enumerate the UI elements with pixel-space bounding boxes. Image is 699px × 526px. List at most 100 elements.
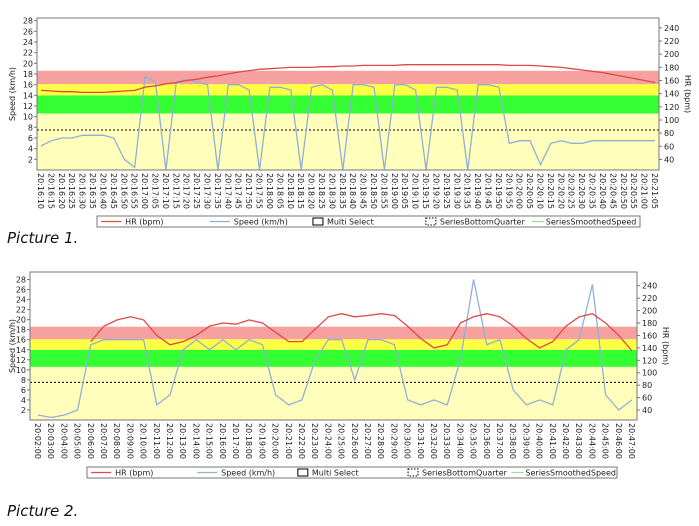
y-tick-label: 14 [16, 346, 26, 355]
y-tick-label: 8 [21, 376, 26, 385]
y-tick-label: 22 [23, 49, 33, 58]
x-tick-label: 20:20:00 [515, 173, 524, 209]
x-tick-label: 20:38:00 [508, 423, 517, 459]
x-tick-label: 20:20:20 [556, 173, 565, 209]
x-tick-label: 20:17:40 [223, 173, 232, 209]
y-tick-label: 8 [28, 123, 33, 132]
x-tick-label: 20:03:00 [46, 423, 55, 459]
x-tick-label: 20:36:00 [482, 423, 491, 459]
x-tick-label: 20:17:35 [213, 173, 222, 209]
caption: Picture 2. [7, 502, 78, 520]
x-tick-label: 20:23:00 [310, 423, 319, 459]
y2-axis-title: HR (bpm) [683, 75, 692, 113]
x-tick-label: 20:08:00 [112, 423, 121, 459]
x-tick-label: 20:10:00 [139, 423, 148, 459]
x-tick-label: 20:16:30 [78, 173, 87, 209]
y2-tick-label: 160 [642, 331, 657, 340]
x-tick-label: 20:18:40 [348, 173, 357, 209]
x-tick-label: 20:19:05 [400, 173, 409, 209]
x-tick-label: 20:09:00 [125, 423, 134, 459]
legend-swatch [425, 217, 437, 226]
zone-band [37, 84, 659, 96]
y2-tick-label: 80 [664, 129, 674, 138]
legend-box [96, 215, 641, 228]
x-tick-label: 20:44:00 [587, 423, 596, 459]
x-tick-label: 20:17:00 [231, 423, 240, 459]
x-tick-label: 20:37:00 [495, 423, 504, 459]
legend-swatch [312, 217, 324, 226]
x-tick-label: 20:20:15 [546, 173, 555, 209]
x-tick-label: 20:16:45 [109, 173, 118, 209]
x-tick-label: 20:16:20 [57, 173, 66, 209]
x-tick-label: 20:25:00 [337, 423, 346, 459]
y-tick-label: 4 [28, 145, 33, 154]
x-tick-label: 20:29:00 [389, 423, 398, 459]
y-tick-label: 12 [23, 102, 33, 111]
x-tick-label: 20:17:30 [203, 173, 212, 209]
x-tick-label: 20:41:00 [548, 423, 557, 459]
x-tick-label: 20:20:10 [536, 173, 545, 209]
y-tick-label: 26 [16, 286, 26, 295]
x-tick-label: 20:24:00 [323, 423, 332, 459]
x-tick-label: 20:19:10 [411, 173, 420, 209]
x-tick-label: 20:40:00 [535, 423, 544, 459]
series-line [40, 64, 656, 94]
x-tick-label: 20:34:00 [455, 423, 464, 459]
y-tick-label: 28 [23, 17, 33, 26]
x-tick-label: 20:21:05 [650, 173, 659, 209]
y-tick-label: 24 [16, 296, 26, 305]
x-tick-label: 20:18:30 [327, 173, 336, 209]
x-tick-label: 20:14:00 [191, 423, 200, 459]
legend-label: SeriesSmoothedSpeed [546, 218, 637, 227]
x-tick-label: 20:18:50 [369, 173, 378, 209]
legend-box [86, 466, 618, 479]
y2-tick-label: 220 [664, 37, 679, 46]
x-tick-label: 20:19:00 [390, 173, 399, 209]
x-tick-label: 20:16:40 [98, 173, 107, 209]
x-tick-label: 20:17:00 [140, 173, 149, 209]
y2-tick-label: 60 [664, 142, 674, 151]
y2-tick-label: 100 [642, 369, 657, 378]
y-tick-label: 16 [23, 81, 33, 90]
x-tick-label: 20:12:00 [165, 423, 174, 459]
x-tick-label: 20:18:25 [317, 173, 326, 209]
y2-tick-label: 240 [642, 282, 657, 291]
zone-band [30, 339, 637, 350]
y2-tick-label: 220 [642, 294, 657, 303]
x-tick-label: 20:20:35 [588, 173, 597, 209]
y-tick-label: 12 [16, 356, 26, 365]
x-tick-label: 20:27:00 [363, 423, 372, 459]
x-tick-label: 20:21:00 [284, 423, 293, 459]
x-tick-label: 20:19:50 [494, 173, 503, 209]
x-tick-label: 20:02:00 [33, 423, 42, 459]
x-tick-label: 20:05:00 [73, 423, 82, 459]
series-line [90, 313, 633, 352]
legend-label: Speed (km/h) [234, 218, 288, 227]
y-tick-label: 20 [16, 316, 26, 325]
y2-tick-label: 120 [642, 356, 657, 365]
y-tick-label: 6 [21, 386, 26, 395]
y2-tick-label: 180 [664, 63, 679, 72]
x-tick-label: 20:16:55 [130, 173, 139, 209]
x-tick-label: 20:17:50 [244, 173, 253, 209]
y-tick-label: 16 [16, 336, 26, 345]
x-tick-label: 20:20:40 [598, 173, 607, 209]
y2-axis-title: HR (bpm) [661, 327, 670, 365]
x-tick-label: 20:18:45 [359, 173, 368, 209]
x-tick-label: 20:31:00 [416, 423, 425, 459]
y-tick-label: 2 [28, 155, 33, 164]
caption: Picture 1. [7, 229, 78, 247]
legend-swatch [407, 468, 419, 477]
y2-tick-label: 120 [664, 103, 679, 112]
x-tick-label: 20:11:00 [152, 423, 161, 459]
y2-tick-label: 140 [642, 344, 657, 353]
x-tick-label: 20:20:05 [525, 173, 534, 209]
y2-tick-label: 240 [664, 24, 679, 33]
x-tick-label: 20:18:00 [244, 423, 253, 459]
y-tick-label: 4 [21, 396, 26, 405]
x-tick-label: 20:17:20 [182, 173, 191, 209]
x-tick-label: 20:30:00 [403, 423, 412, 459]
y2-tick-label: 60 [642, 394, 652, 403]
x-tick-label: 20:39:00 [521, 423, 530, 459]
x-tick-label: 20:19:55 [504, 173, 513, 209]
